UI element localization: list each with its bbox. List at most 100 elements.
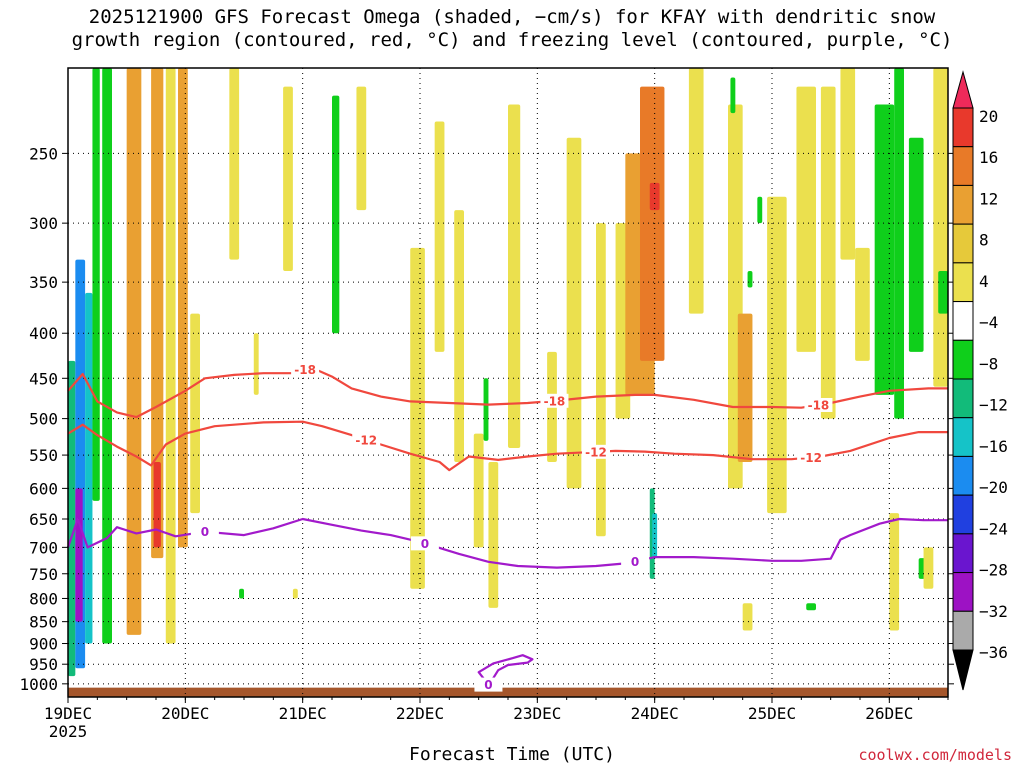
y-tick-label: 950 — [29, 655, 58, 674]
contour-label-bg — [352, 432, 381, 447]
colorbar-label: −8 — [979, 354, 998, 373]
omega-cell — [796, 86, 816, 352]
contour-line--12 — [67, 420, 948, 472]
x-tick-label: 22DEC — [396, 704, 444, 723]
y-tick-label: 750 — [29, 565, 58, 584]
colorbar-box — [952, 262, 974, 303]
colorbar-label: −32 — [979, 602, 1008, 621]
y-tick-label: 700 — [29, 538, 58, 557]
y-tick-label: 350 — [29, 273, 58, 292]
y-tick-label: 600 — [29, 479, 58, 498]
colorbar-box — [952, 339, 974, 380]
contour-label: -18 — [544, 394, 566, 408]
omega-cell — [566, 137, 582, 489]
colorbar-label: −28 — [979, 561, 1008, 580]
colorbar-label: −4 — [979, 313, 998, 332]
ground-terrain — [68, 687, 948, 697]
contour-line--18 — [67, 366, 948, 419]
colorbar-box — [952, 223, 974, 264]
y-tick-label: 250 — [29, 144, 58, 163]
x-axis-title: Forecast Time (UTC) — [409, 744, 615, 765]
omega-cell — [855, 247, 870, 361]
colorbar-label: −20 — [979, 478, 1008, 497]
omega-cell — [737, 313, 753, 462]
colorbar-label: 16 — [979, 148, 998, 167]
omega-cell — [239, 588, 244, 599]
omega-cell — [688, 68, 704, 314]
omega-cell — [806, 603, 816, 611]
x-tick-label-year: 2025 — [49, 722, 88, 741]
colorbar-box — [952, 378, 974, 419]
colorbar-label: −24 — [979, 519, 1008, 538]
x-tick-label: 23DEC — [513, 704, 561, 723]
colorbar-box — [952, 494, 974, 535]
chart-title-line-2: growth region (contoured, red, °C) and f… — [71, 29, 953, 51]
omega-cell — [153, 461, 161, 548]
colorbar-arrow-top — [952, 70, 974, 109]
colorbar-box — [952, 184, 974, 225]
colorbar-legend: 20 16 12 8 4 −4 −8 −12 −16 −20 −24 −28 −32 −36 — [952, 70, 1008, 691]
colorbar-label: −16 — [979, 437, 1008, 456]
y-tick-label: 850 — [29, 613, 58, 632]
contour-label: 0 — [201, 525, 209, 539]
omega-cell — [92, 68, 100, 501]
colorbar-label: 8 — [979, 231, 989, 250]
omega-cell — [292, 588, 298, 599]
chart-title: 2025121900 GFS Forecast Omega (shaded, −… — [0, 6, 1024, 52]
omega-cell — [640, 86, 665, 361]
omega-cell — [332, 95, 340, 334]
x-tick-label: 21DEC — [279, 704, 327, 723]
colorbar-label: −36 — [979, 643, 1008, 662]
colorbar-box — [952, 455, 974, 496]
omega-cell — [178, 68, 188, 548]
omega-cell — [820, 86, 836, 419]
omega-cell — [757, 196, 763, 224]
omega-cell — [874, 104, 895, 395]
ground-fill — [68, 687, 948, 697]
colorbar-label: −12 — [979, 396, 1008, 415]
omega-cell — [840, 68, 856, 260]
omega-cell — [126, 68, 142, 635]
omega-cell — [938, 271, 948, 314]
contour-label-bg — [540, 393, 569, 408]
contour-label-bg — [190, 524, 219, 539]
contour-label: 0 — [421, 537, 429, 551]
y-tick-label: 1000 — [19, 675, 58, 694]
y-tick-label: 550 — [29, 446, 58, 465]
chart-title-line-1: 2025121900 GFS Forecast Omega (shaded, −… — [88, 6, 936, 28]
y-tick-label: 450 — [29, 369, 58, 388]
omega-cell — [508, 104, 521, 449]
contour-lines: -18 -18 -18 -12 -12 -12 0 0 0 0 — [66, 362, 948, 692]
y-tick-label: 900 — [29, 635, 58, 654]
omega-cell — [190, 313, 200, 514]
omega-cell — [767, 196, 787, 514]
contour-label-bg — [582, 444, 610, 459]
omega-cell — [933, 68, 948, 387]
omega-cell — [652, 513, 658, 559]
omega-cell — [454, 210, 464, 462]
contour-line-0 — [477, 654, 534, 686]
colorbar-box — [952, 107, 974, 148]
contour-label: -12 — [355, 433, 377, 447]
y-tick-label: 300 — [29, 214, 58, 233]
contour-label: -12 — [800, 451, 822, 465]
contour-line-0 — [66, 517, 948, 569]
omega-cell — [649, 182, 660, 211]
credit-link[interactable]: coolwx.com/models — [858, 746, 1012, 764]
omega-cell — [165, 68, 176, 644]
x-tick-label: 20DEC — [161, 704, 209, 723]
contour-label-bg — [621, 554, 650, 569]
omega-shading — [68, 68, 948, 677]
x-tick-label: 25DEC — [748, 704, 796, 723]
omega-cell — [229, 68, 240, 260]
colorbar-label: 12 — [979, 189, 998, 208]
contour-label: 0 — [484, 678, 492, 692]
omega-cell — [596, 223, 606, 537]
contour-label-bg — [410, 536, 439, 551]
omega-cell — [356, 86, 367, 211]
omega-cell — [75, 488, 83, 622]
omega-cell — [488, 461, 499, 608]
colorbar-box — [952, 610, 974, 651]
x-tick-label: 19DEC — [44, 704, 92, 723]
